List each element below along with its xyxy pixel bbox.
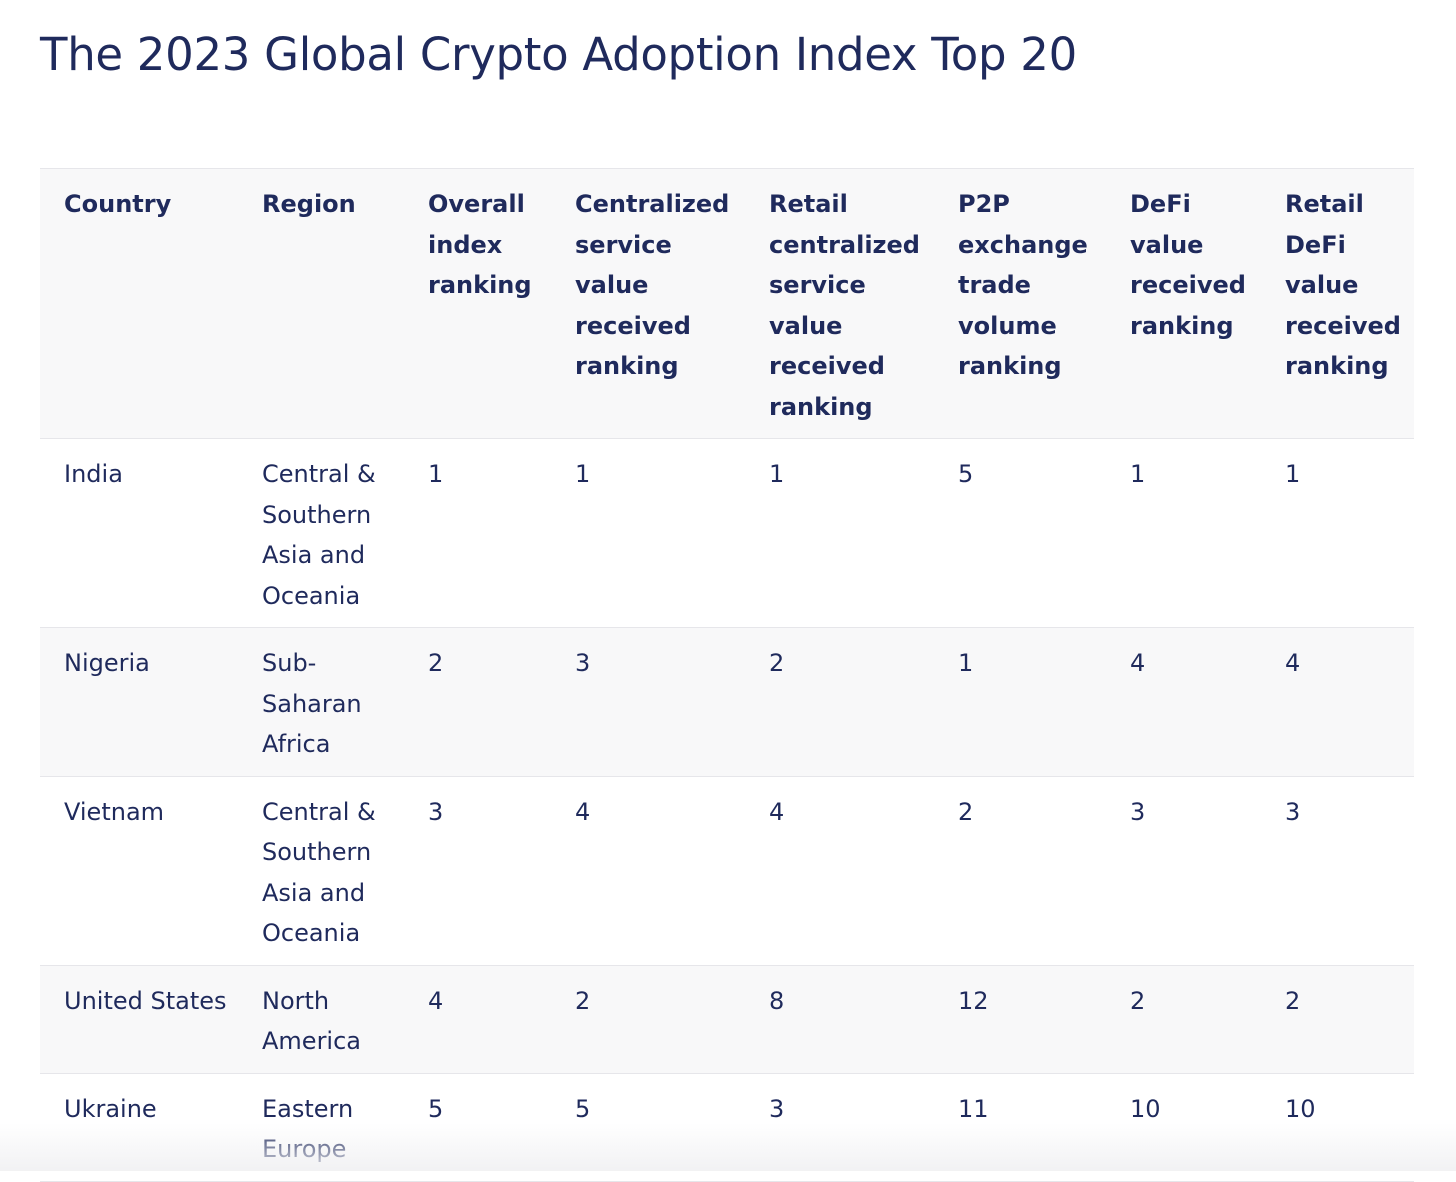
cell-region: Sub-Saharan Africa — [262, 649, 362, 758]
cell-p2p: 12 — [958, 986, 989, 1015]
header-overall-ranking: Overall index ranking — [404, 168, 551, 439]
cell-retail-defi: 1 — [1285, 460, 1301, 488]
table-row: United States North America 4 2 8 12 2 2 — [40, 965, 1414, 1073]
page-title: The 2023 Global Crypto Adoption Index To… — [40, 28, 1077, 81]
cell-region: Central & Southern Asia and Oceania — [262, 797, 376, 948]
cell-centralized: 1 — [575, 460, 591, 488]
cell-retail-centralized: 2 — [769, 649, 785, 677]
cell-country: Ukraine — [64, 1094, 157, 1123]
cell-overall: 4 — [428, 986, 444, 1015]
cell-retail-centralized: 3 — [769, 1094, 785, 1123]
cell-retail-defi: 10 — [1285, 1094, 1316, 1123]
header-region: Region — [238, 168, 404, 439]
cell-centralized: 3 — [575, 649, 591, 677]
cell-overall: 2 — [428, 649, 444, 677]
table-row: Vietnam Central & Southern Asia and Ocea… — [40, 776, 1414, 965]
header-retail-centralized-ranking: Retail centralized service value receive… — [745, 168, 934, 439]
cell-retail-defi: 2 — [1285, 986, 1301, 1015]
table-row: Nigeria Sub-Saharan Africa 2 3 2 1 4 4 — [40, 627, 1414, 776]
cell-region: Eastern Europe — [262, 1094, 354, 1164]
cell-overall: 1 — [428, 460, 444, 488]
cell-overall: 3 — [428, 797, 444, 826]
cell-p2p: 2 — [958, 797, 974, 826]
table-body: India Central & Southern Asia and Oceani… — [40, 438, 1414, 1181]
cell-region: North America — [262, 986, 361, 1056]
header-centralized-ranking: Centralized service value received ranki… — [551, 168, 745, 439]
header-row: Country Region Overall index ranking Cen… — [40, 168, 1414, 439]
table-header: Country Region Overall index ranking Cen… — [40, 168, 1414, 439]
cell-retail-centralized: 1 — [769, 460, 785, 488]
cell-retail-centralized: 8 — [769, 986, 785, 1015]
cell-retail-defi: 4 — [1285, 649, 1301, 677]
cell-defi: 2 — [1130, 986, 1146, 1015]
cell-p2p: 5 — [958, 460, 974, 488]
adoption-index-table-container: Country Region Overall index ranking Cen… — [40, 168, 1414, 1182]
cell-retail-defi: 3 — [1285, 797, 1301, 826]
cell-country: Nigeria — [64, 649, 150, 677]
cell-country: Vietnam — [64, 797, 165, 826]
table-row: Ukraine Eastern Europe 5 5 3 11 10 10 — [40, 1073, 1414, 1181]
cell-p2p: 11 — [958, 1094, 989, 1123]
cell-defi: 10 — [1130, 1094, 1161, 1123]
cell-p2p: 1 — [958, 649, 974, 677]
header-retail-defi-ranking: Retail DeFi value received ranking — [1261, 168, 1414, 439]
cell-centralized: 4 — [575, 797, 591, 826]
table-row: India Central & Southern Asia and Oceani… — [40, 438, 1414, 628]
cell-defi: 4 — [1130, 649, 1146, 677]
cell-defi: 1 — [1130, 460, 1146, 488]
cell-region: Central & Southern Asia and Oceania — [262, 460, 376, 610]
cell-country: India — [64, 460, 123, 488]
cell-centralized: 2 — [575, 986, 591, 1015]
header-p2p-ranking: P2P exchange trade volume ranking — [934, 168, 1106, 439]
cell-retail-centralized: 4 — [769, 797, 785, 826]
cell-defi: 3 — [1130, 797, 1146, 826]
cell-centralized: 5 — [575, 1094, 591, 1123]
adoption-index-table: Country Region Overall index ranking Cen… — [40, 168, 1414, 1182]
header-defi-ranking: DeFi value received ranking — [1106, 168, 1261, 439]
cell-overall: 5 — [428, 1094, 444, 1123]
cell-country: United States — [64, 986, 227, 1015]
header-country: Country — [40, 168, 238, 439]
